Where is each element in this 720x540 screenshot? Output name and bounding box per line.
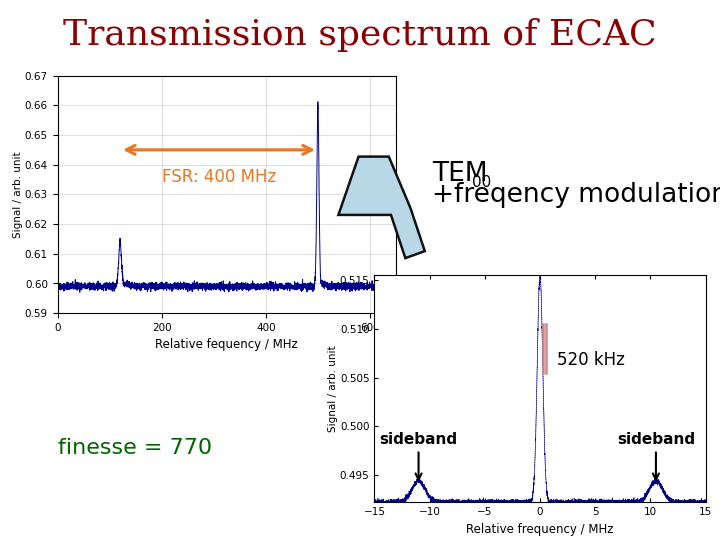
Text: 00: 00 xyxy=(472,176,491,191)
Text: Transmission spectrum of ECAC: Transmission spectrum of ECAC xyxy=(63,18,657,52)
Text: finesse = 770: finesse = 770 xyxy=(58,438,212,458)
Y-axis label: Signal / arb. unit: Signal / arb. unit xyxy=(14,151,23,238)
X-axis label: Relative fequency / MHz: Relative fequency / MHz xyxy=(156,339,298,352)
Text: TEM: TEM xyxy=(432,161,487,187)
Text: +freqency modulation: +freqency modulation xyxy=(432,183,720,208)
Y-axis label: Signal / arb. unit: Signal / arb. unit xyxy=(328,346,338,432)
Text: 520 kHz: 520 kHz xyxy=(557,351,624,369)
X-axis label: Relative frequency / MHz: Relative frequency / MHz xyxy=(467,523,613,536)
Text: sideband: sideband xyxy=(617,432,695,480)
Text: FSR: 400 MHz: FSR: 400 MHz xyxy=(162,168,276,186)
Text: sideband: sideband xyxy=(379,432,458,480)
